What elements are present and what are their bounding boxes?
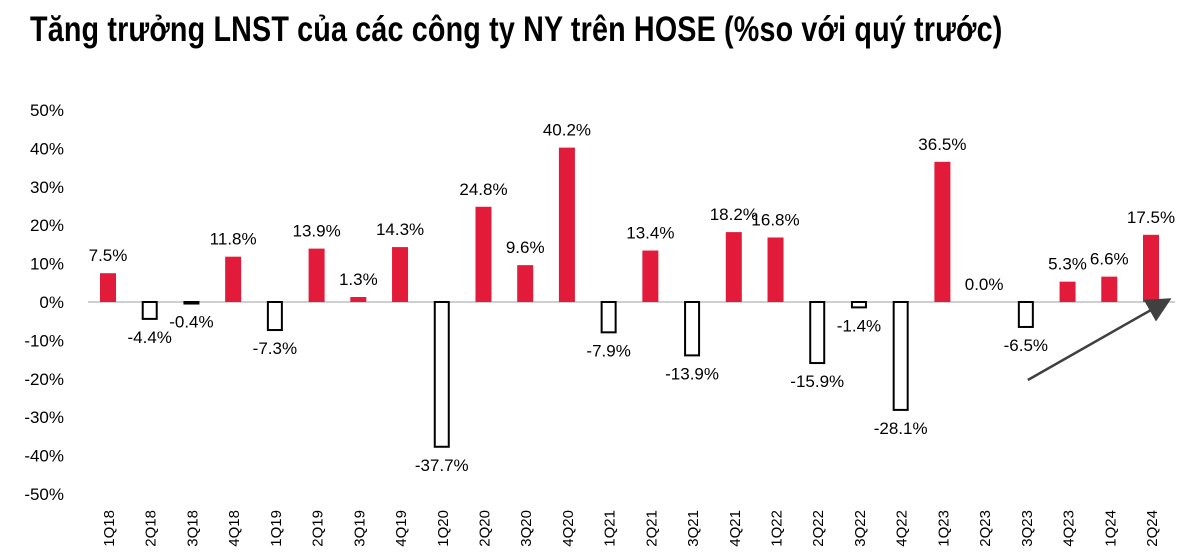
x-tick-label: 3Q18 — [184, 510, 201, 547]
x-tick-label: 4Q19 — [393, 510, 410, 547]
x-tick-label: 2Q18 — [143, 510, 160, 547]
x-tick-label: 2Q22 — [810, 510, 827, 547]
bar — [850, 301, 867, 309]
y-tick-label: 50% — [30, 101, 64, 120]
bar — [392, 247, 409, 302]
chart-title: Tăng trưởng LNST của các công ty NY trên… — [30, 10, 1003, 49]
data-label: -7.3% — [253, 339, 297, 358]
bar — [350, 297, 367, 302]
data-label: 14.3% — [376, 220, 424, 239]
x-tick-label: 3Q21 — [685, 510, 702, 547]
y-tick-label: -30% — [24, 408, 64, 427]
data-label: 1.3% — [339, 270, 378, 289]
bar — [517, 265, 534, 302]
bar — [684, 301, 701, 357]
x-tick-label: 2Q21 — [643, 510, 660, 547]
bar — [141, 301, 158, 320]
bar — [1017, 301, 1034, 328]
data-label: 11.8% — [210, 230, 257, 249]
bar — [558, 147, 575, 302]
bar — [1059, 281, 1076, 302]
data-label: 7.5% — [89, 246, 128, 265]
bar — [600, 301, 617, 334]
bar — [100, 273, 116, 302]
y-tick-label: -20% — [24, 370, 64, 389]
x-tick-label: 4Q22 — [894, 510, 911, 547]
data-label: -6.5% — [1004, 336, 1048, 355]
bar — [892, 301, 909, 411]
x-tick-label: 1Q23 — [935, 510, 952, 547]
data-label: -37.7% — [415, 456, 469, 475]
data-label: 16.8% — [751, 210, 799, 229]
y-tick-label: -50% — [24, 485, 64, 504]
bar — [183, 301, 200, 305]
x-tick-label: 1Q19 — [268, 510, 285, 547]
x-tick-label: 1Q20 — [435, 510, 452, 547]
bar — [1143, 234, 1159, 302]
bar — [266, 301, 283, 332]
x-tick-label: 1Q18 — [101, 510, 118, 547]
data-label: 0.0% — [965, 275, 1004, 294]
y-tick-label: 0% — [39, 293, 64, 312]
x-tick-label: 4Q21 — [727, 510, 744, 547]
x-tick-label: 3Q23 — [1019, 510, 1036, 547]
y-tick-label: -10% — [24, 331, 64, 350]
data-label: 5.3% — [1048, 255, 1087, 274]
bar — [433, 301, 450, 448]
bar — [725, 232, 742, 302]
x-tick-label: 1Q22 — [769, 510, 786, 547]
data-label: 40.2% — [543, 121, 591, 140]
data-label: -15.9% — [790, 372, 844, 391]
y-tick-label: 10% — [30, 255, 64, 274]
data-label: 18.2% — [710, 205, 758, 224]
data-label: -7.9% — [586, 341, 630, 360]
x-tick-label: 2Q24 — [1144, 510, 1161, 547]
x-tick-label: 1Q24 — [1102, 510, 1119, 547]
bar — [934, 161, 951, 302]
bar — [809, 301, 826, 365]
data-label: -28.1% — [874, 419, 928, 438]
bar — [308, 248, 325, 302]
data-label: 24.8% — [459, 180, 507, 199]
y-tick-label: 40% — [30, 139, 64, 158]
x-tick-label: 4Q18 — [226, 510, 243, 547]
data-label: -13.9% — [665, 364, 719, 383]
data-label: -4.4% — [128, 328, 172, 347]
bar — [642, 250, 659, 302]
bar — [475, 206, 492, 302]
trend-arrow — [1027, 298, 1172, 382]
x-tick-label: 2Q19 — [310, 510, 327, 547]
data-label: 17.5% — [1127, 208, 1175, 227]
bar — [767, 237, 784, 302]
x-tick-label: 4Q20 — [560, 510, 577, 547]
data-label: 13.9% — [292, 222, 340, 241]
x-tick-label: 3Q20 — [518, 510, 535, 547]
data-label: 13.4% — [626, 224, 674, 243]
data-label: -0.4% — [169, 313, 213, 332]
bar — [225, 256, 242, 302]
x-tick-label: 1Q21 — [602, 510, 619, 547]
data-label: -1.4% — [837, 316, 881, 335]
bar — [1101, 276, 1118, 302]
x-tick-label: 2Q23 — [977, 510, 994, 547]
data-label: 6.6% — [1090, 250, 1129, 269]
x-tick-label: 3Q19 — [351, 510, 368, 547]
x-tick-label: 4Q23 — [1061, 510, 1078, 547]
y-tick-label: 20% — [30, 216, 64, 235]
y-tick-label: 30% — [30, 178, 64, 197]
y-tick-label: -40% — [24, 447, 64, 466]
x-tick-label: 3Q22 — [852, 510, 869, 547]
data-label: 36.5% — [918, 135, 966, 154]
data-label: 9.6% — [506, 238, 545, 257]
x-tick-label: 2Q20 — [476, 510, 493, 547]
